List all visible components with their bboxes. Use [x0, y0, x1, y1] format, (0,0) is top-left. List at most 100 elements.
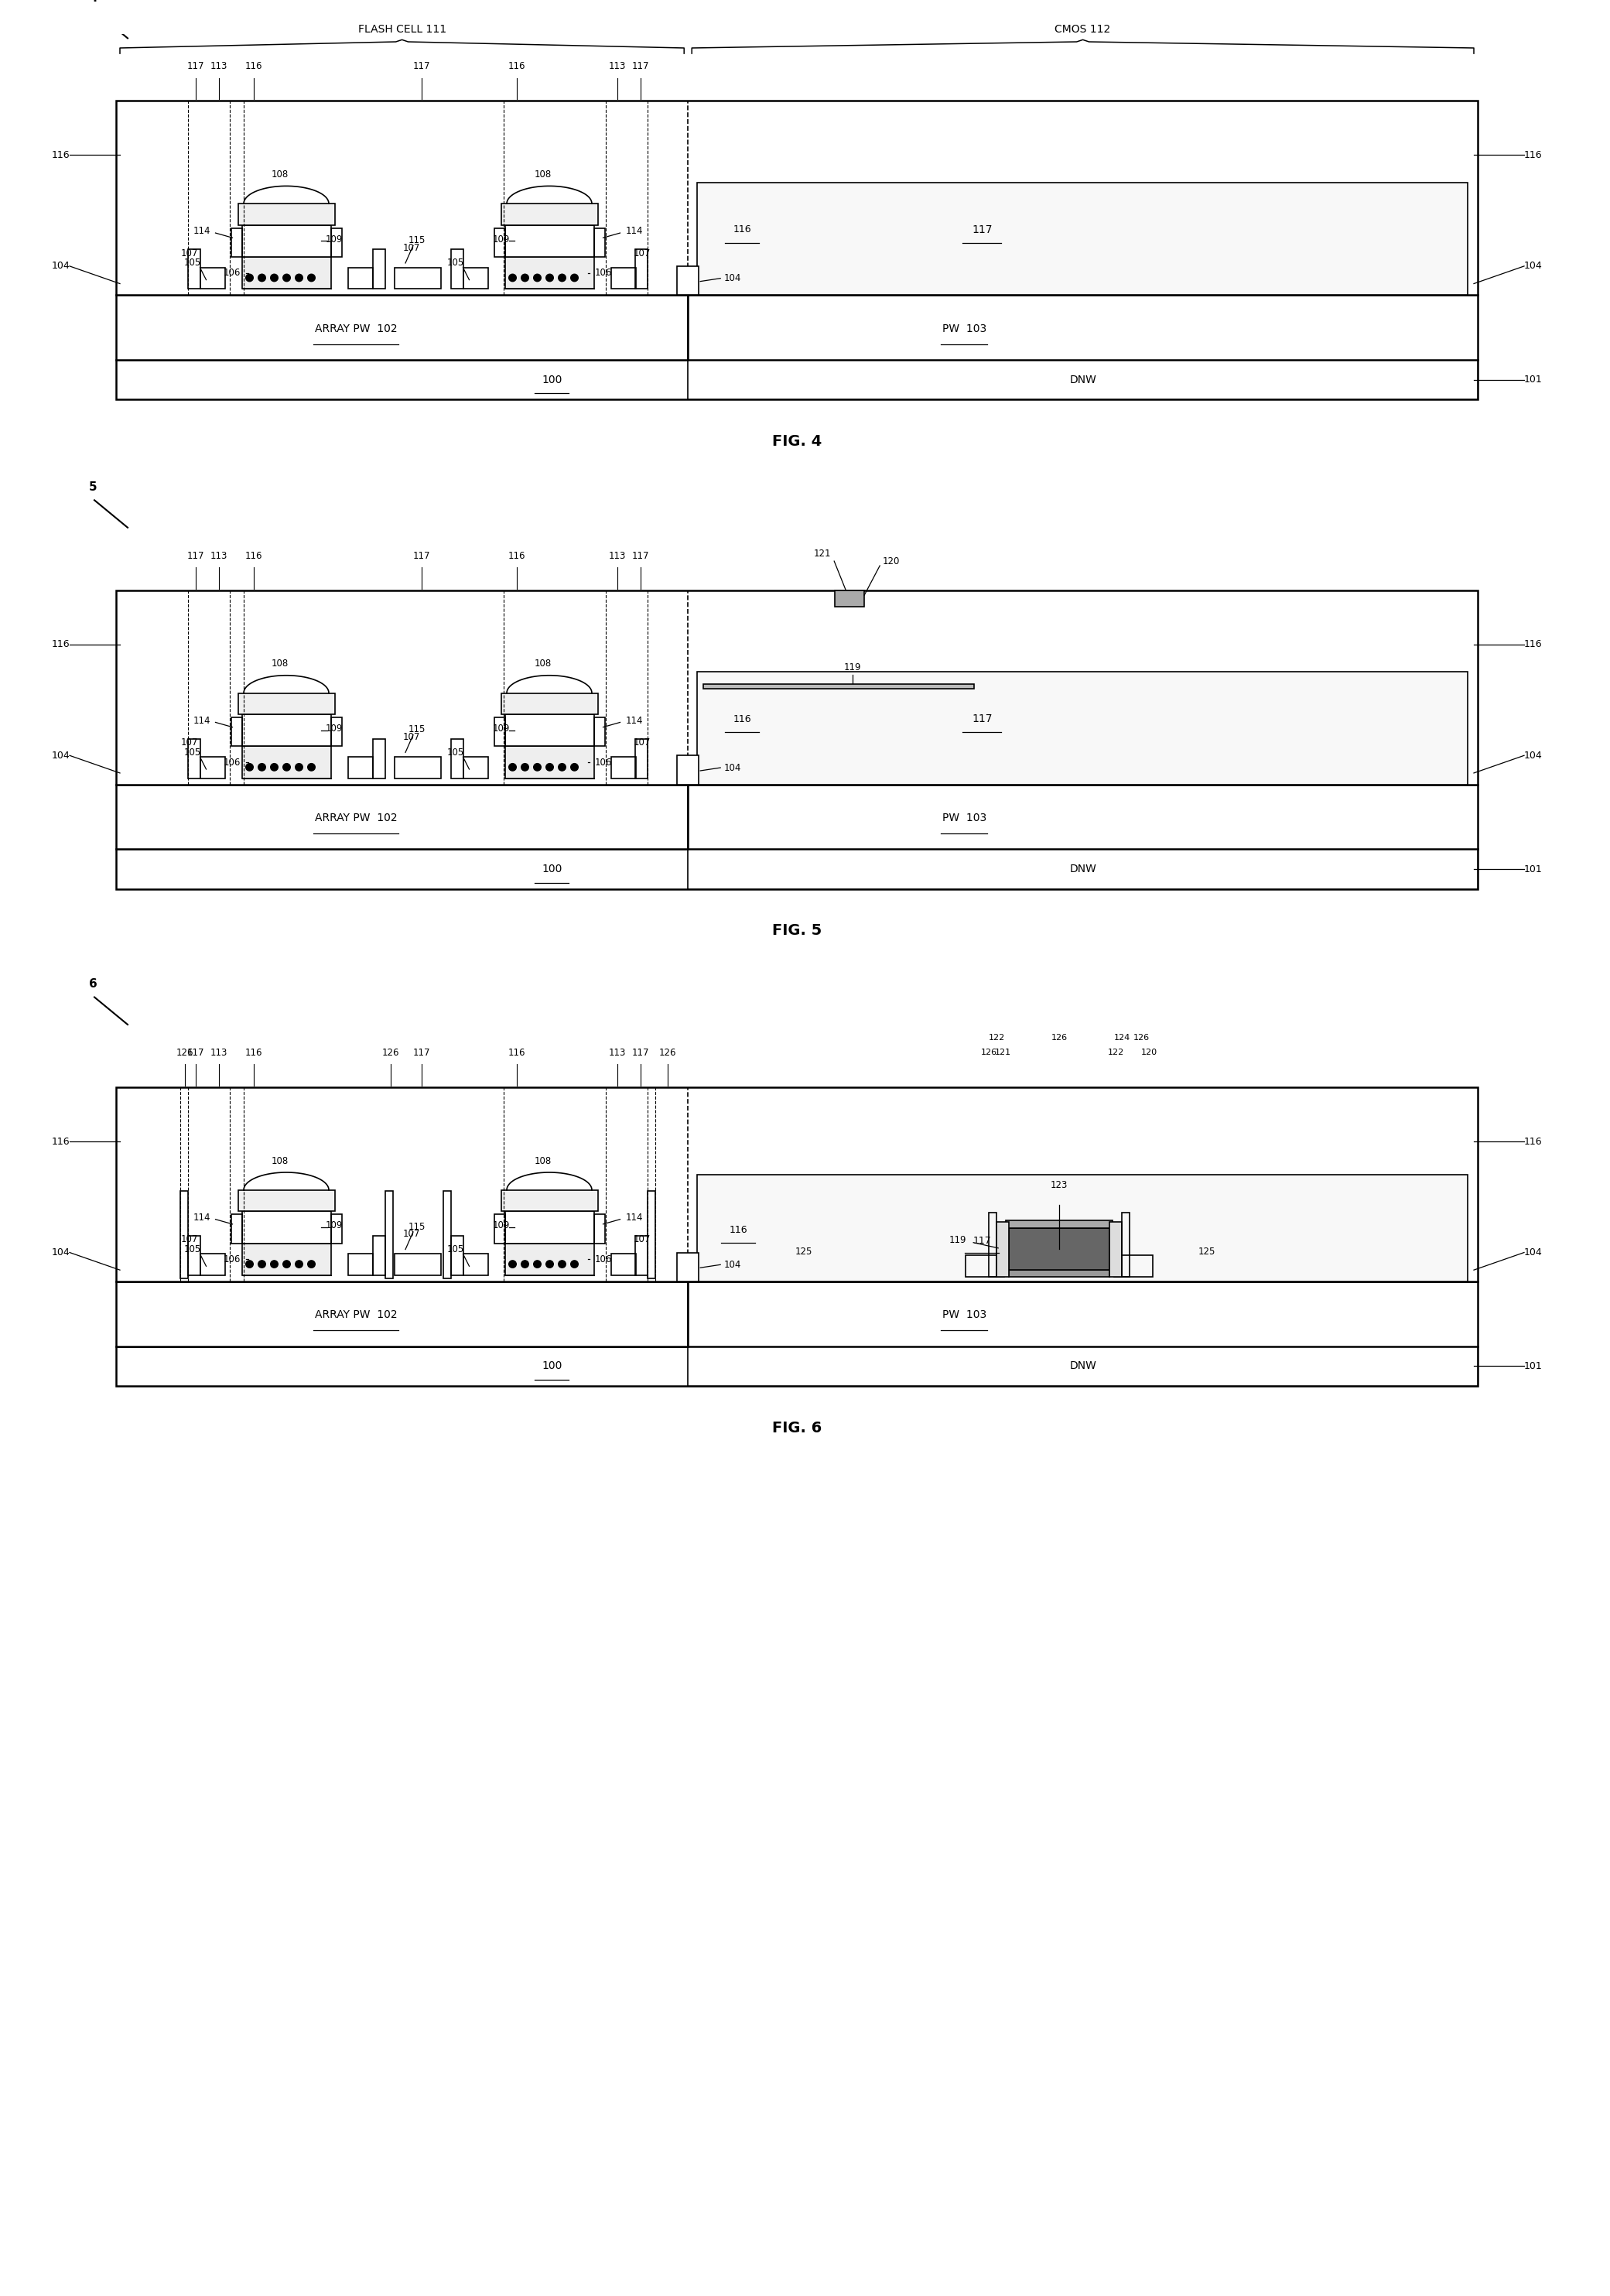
Text: 116: 116	[729, 1226, 747, 1235]
Bar	[116, 101, 1478, 296]
Text: 107: 107	[633, 1235, 650, 1244]
Text: PW  103: PW 103	[942, 813, 987, 824]
Text: 107: 107	[402, 1228, 420, 1240]
Bar	[594, 227, 605, 257]
Text: 109: 109	[325, 1221, 343, 1231]
Circle shape	[559, 1261, 565, 1267]
Text: 116: 116	[52, 149, 69, 161]
Bar	[242, 746, 330, 778]
Text: 126: 126	[658, 1047, 676, 1058]
Text: 117: 117	[631, 62, 649, 71]
Circle shape	[570, 765, 578, 771]
Bar	[494, 1215, 506, 1244]
Circle shape	[258, 1261, 266, 1267]
Bar	[678, 755, 699, 785]
Text: DNW: DNW	[1069, 374, 1096, 386]
Text: 104: 104	[1525, 262, 1542, 271]
Bar	[394, 758, 441, 778]
Bar	[464, 1254, 488, 1274]
Bar	[188, 1235, 200, 1274]
Text: 6: 6	[89, 978, 97, 990]
Circle shape	[559, 765, 565, 771]
Bar	[506, 714, 594, 746]
Bar	[636, 1235, 647, 1274]
Bar	[116, 360, 1478, 400]
Bar	[464, 758, 488, 778]
Circle shape	[546, 1261, 554, 1267]
Text: 101: 101	[1525, 863, 1542, 875]
Text: 108: 108	[272, 1155, 288, 1166]
Bar	[506, 1212, 594, 1244]
Bar	[836, 590, 865, 606]
Circle shape	[570, 273, 578, 282]
Bar	[636, 250, 647, 289]
Bar	[116, 590, 1478, 785]
Bar	[704, 684, 974, 689]
Circle shape	[270, 273, 279, 282]
Circle shape	[509, 1261, 517, 1267]
Text: 121: 121	[995, 1049, 1011, 1056]
Bar	[610, 269, 636, 289]
Circle shape	[308, 273, 316, 282]
Text: 117: 117	[972, 225, 992, 234]
Bar	[230, 719, 242, 746]
Bar	[372, 1235, 385, 1274]
Bar	[116, 1086, 1478, 1281]
Text: 126: 126	[382, 1047, 399, 1058]
Text: 126: 126	[1051, 1033, 1067, 1042]
Bar	[506, 1244, 594, 1274]
Circle shape	[509, 765, 517, 771]
Text: 104: 104	[52, 262, 69, 271]
Bar	[188, 739, 200, 778]
Text: 104: 104	[724, 273, 742, 282]
Bar	[348, 269, 372, 289]
Bar	[443, 1192, 451, 1279]
Circle shape	[509, 273, 517, 282]
Bar	[1122, 1212, 1130, 1277]
Text: 113: 113	[209, 1047, 227, 1058]
Text: 117: 117	[187, 62, 204, 71]
Text: 120: 120	[1141, 1049, 1158, 1056]
Text: 113: 113	[609, 1047, 626, 1058]
Text: 105: 105	[446, 748, 464, 758]
Bar	[494, 719, 506, 746]
Text: 105: 105	[184, 748, 201, 758]
Bar	[501, 1189, 597, 1212]
Bar	[372, 250, 385, 289]
Text: 117: 117	[972, 714, 992, 726]
Bar	[501, 693, 597, 714]
Circle shape	[246, 1261, 253, 1267]
Bar	[116, 850, 1478, 889]
Bar	[594, 1215, 605, 1244]
Text: 113: 113	[609, 551, 626, 560]
Bar	[180, 1192, 188, 1279]
Text: 122: 122	[989, 1033, 1005, 1042]
Bar	[238, 693, 335, 714]
Bar	[230, 227, 242, 257]
Bar	[238, 1189, 335, 1212]
Bar	[188, 250, 200, 289]
Text: 113: 113	[609, 62, 626, 71]
Text: 113: 113	[209, 62, 227, 71]
Bar	[678, 266, 699, 296]
Text: 109: 109	[325, 723, 343, 735]
Text: 107: 107	[633, 737, 650, 748]
Text: 126: 126	[1133, 1033, 1150, 1042]
Bar	[610, 758, 636, 778]
Text: 121: 121	[815, 549, 831, 558]
Text: 117: 117	[412, 551, 430, 560]
Bar	[506, 746, 594, 778]
Bar	[348, 1254, 372, 1274]
Text: 109: 109	[493, 723, 510, 735]
Text: 116: 116	[507, 551, 525, 560]
Bar	[451, 1235, 464, 1274]
Circle shape	[308, 1261, 316, 1267]
Text: 125: 125	[795, 1247, 813, 1256]
Text: PW  103: PW 103	[942, 1309, 987, 1320]
Bar	[242, 714, 330, 746]
Circle shape	[522, 765, 528, 771]
Text: 122: 122	[1108, 1049, 1124, 1056]
Text: 116: 116	[52, 641, 69, 650]
Text: 116: 116	[245, 551, 262, 560]
Bar	[697, 181, 1468, 296]
